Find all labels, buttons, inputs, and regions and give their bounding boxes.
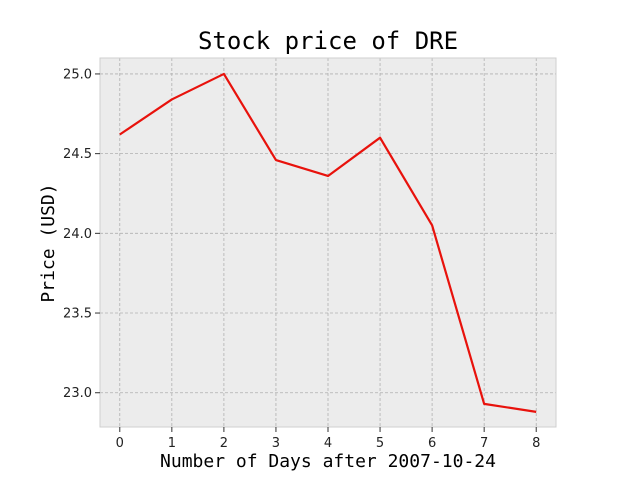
x-tick-label: 6	[428, 436, 436, 451]
x-axis-ticks: 0 1 2 3 4 5 6 7 8	[116, 427, 540, 451]
x-tick-label: 5	[376, 436, 384, 451]
y-tick-label: 24.5	[63, 147, 92, 162]
y-tick-label: 23.0	[63, 386, 92, 401]
series-group	[119, 72, 537, 413]
x-tick-label: 7	[480, 436, 488, 451]
x-tick-label: 2	[220, 436, 228, 451]
chart-title: Stock price of DRE	[198, 27, 458, 55]
y-axis-ticks: 23.0 23.5 24.0 24.5 25.0	[63, 67, 100, 401]
x-tick-label: 4	[324, 436, 332, 451]
x-axis-label: Number of Days after 2007-10-24	[160, 451, 496, 472]
x-tick-label: 8	[532, 436, 540, 451]
x-tick-label: 3	[272, 436, 280, 451]
grid-lines	[100, 58, 556, 427]
price-line	[119, 72, 537, 413]
y-tick-label: 24.0	[63, 227, 92, 242]
x-tick-label: 0	[116, 436, 124, 451]
y-tick-label: 23.5	[63, 307, 92, 322]
y-axis-label: Price (USD)	[38, 183, 59, 302]
y-tick-label: 25.0	[63, 67, 92, 82]
x-tick-label: 1	[168, 436, 176, 451]
